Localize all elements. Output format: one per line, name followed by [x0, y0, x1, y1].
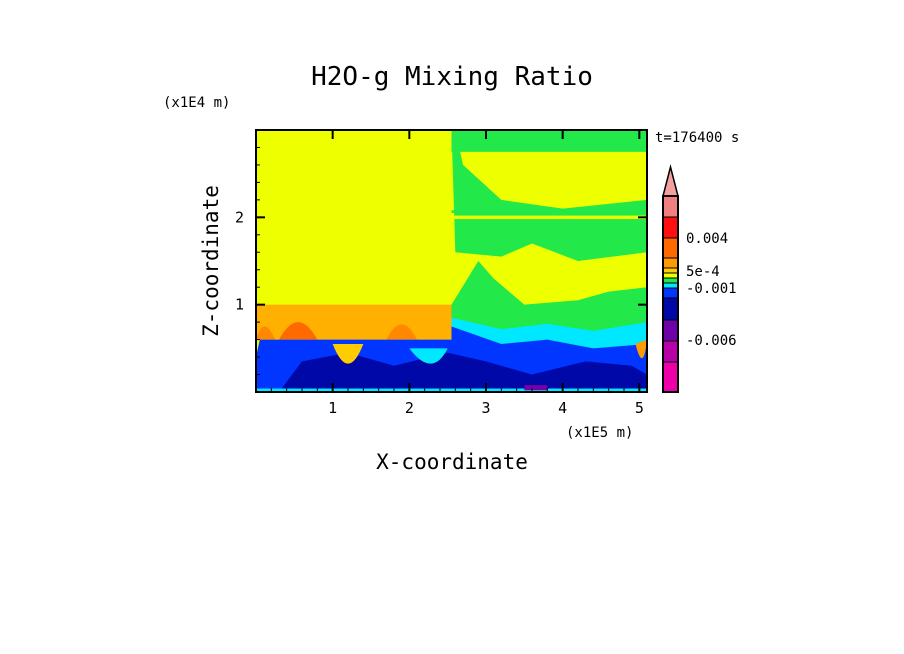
time-label: t=176400 s: [655, 130, 739, 146]
colorbar-label: 5e-4: [686, 264, 720, 280]
colorbar-segment: [662, 297, 679, 321]
colorbar-extend-triangle: [662, 164, 679, 197]
field-region: [256, 388, 647, 392]
colorbar-segment: [662, 287, 679, 299]
colorbar-segment: [662, 237, 679, 259]
y-tick-label: 1: [235, 296, 244, 314]
plot-frame: [255, 129, 648, 393]
colorbar-segment: [662, 272, 679, 279]
colorbar-segment: [662, 216, 679, 239]
y-unit-label: (x1E4 m): [163, 95, 230, 111]
field-region: [451, 215, 647, 220]
colorbar-segment: [662, 195, 679, 218]
field-region: [279, 352, 647, 392]
heatmap-field: [256, 130, 647, 392]
colorbar-frame: [662, 195, 679, 393]
chart-title: H2O-g Mixing Ratio: [311, 62, 593, 92]
colorbar-label: -0.001: [686, 281, 737, 297]
x-tick-label: 2: [405, 399, 414, 417]
x-tick-label: 3: [481, 399, 490, 417]
field-region: [635, 339, 647, 359]
y-tick-label: 2: [235, 208, 244, 226]
field-region: [279, 322, 318, 340]
field-region: [451, 130, 647, 261]
field-region: [386, 324, 417, 340]
x-tick-label: 1: [328, 399, 337, 417]
field-region: [524, 385, 548, 391]
y-axis-label: Z-coordinate: [199, 185, 223, 337]
field-region: [451, 261, 647, 340]
colorbar-segment: [662, 277, 679, 284]
colorbar-segment: [662, 282, 679, 289]
colorbar-segment: [662, 340, 679, 363]
field-region: [451, 130, 647, 152]
x-axis-label: X-coordinate: [376, 450, 528, 474]
field-region: [409, 348, 448, 364]
colorbar-label: 0.004: [686, 231, 728, 247]
field-region: [332, 343, 364, 364]
colorbar-segment: [662, 361, 679, 393]
colorbar-segment: [662, 319, 679, 342]
x-tick-label: 4: [558, 399, 567, 417]
x-unit-label: (x1E5 m): [566, 425, 633, 441]
x-tick-label: 5: [635, 399, 644, 417]
colorbar-segment: [662, 257, 679, 269]
axis-ticks: 1 2 3 4 5 1 2: [235, 130, 647, 417]
field-region: [256, 326, 276, 340]
field-region: [451, 210, 647, 213]
colorbar: 0.004 5e-4-0.001 -0.006: [662, 164, 737, 393]
colorbar-segment: [662, 267, 679, 274]
colorbar-label: -0.006: [686, 333, 737, 349]
